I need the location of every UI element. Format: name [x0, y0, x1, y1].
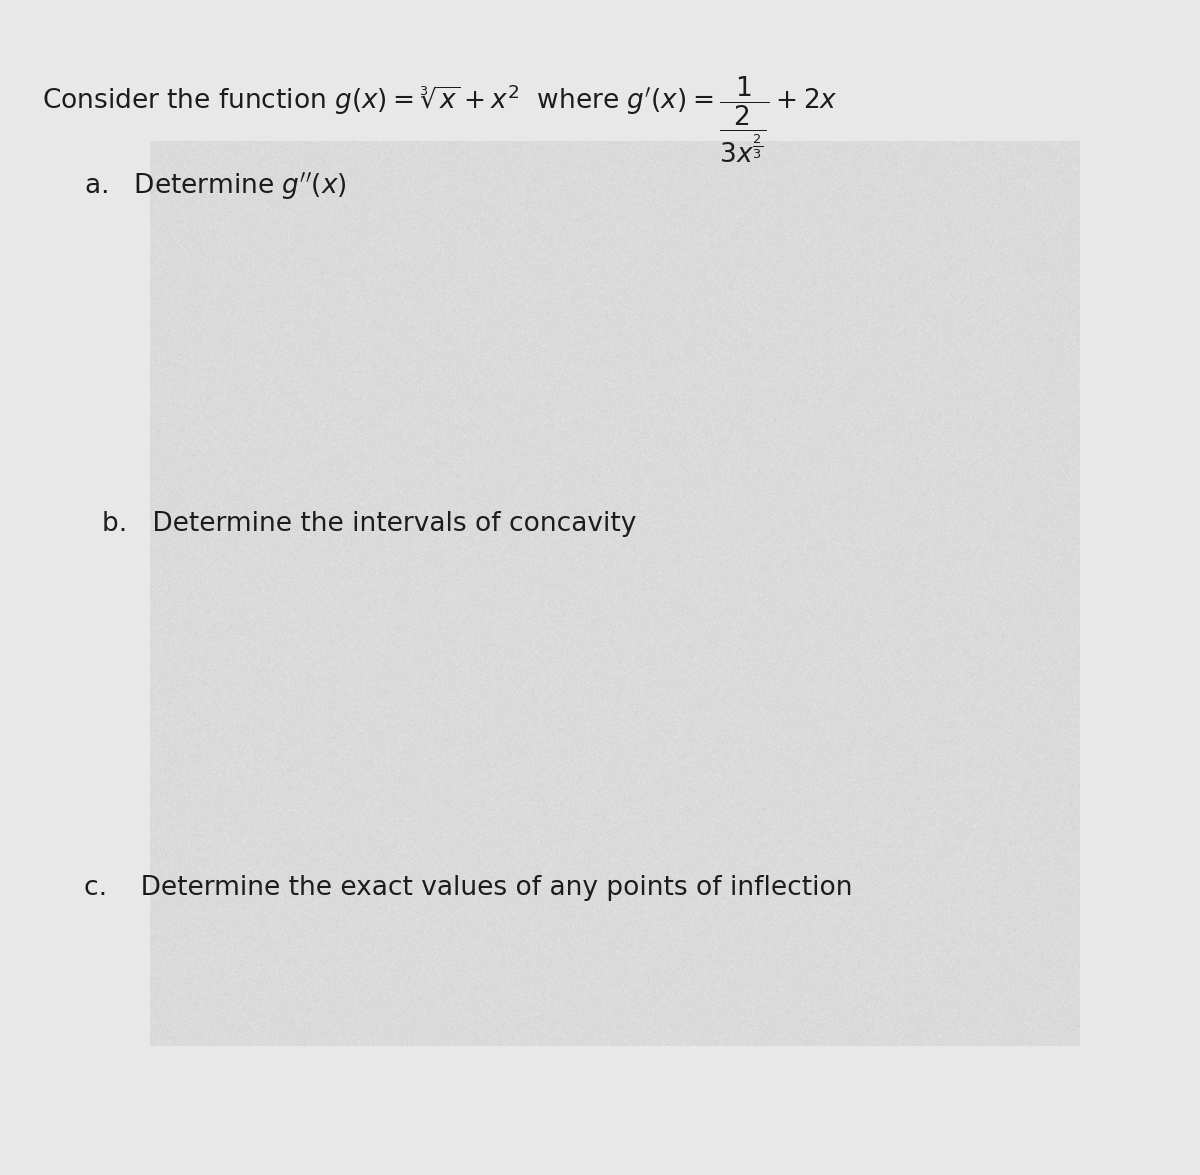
- Text: b.   Determine the intervals of concavity: b. Determine the intervals of concavity: [102, 511, 636, 537]
- Text: a.   Determine $g''(x)$: a. Determine $g''(x)$: [84, 170, 347, 202]
- Text: c.    Determine the exact values of any points of inflection: c. Determine the exact values of any poi…: [84, 875, 852, 901]
- Text: Consider the function $g(x) = \sqrt[3]{x} + x^2$  where $g'(x) = \dfrac{1}{\dfra: Consider the function $g(x) = \sqrt[3]{x…: [42, 76, 838, 166]
